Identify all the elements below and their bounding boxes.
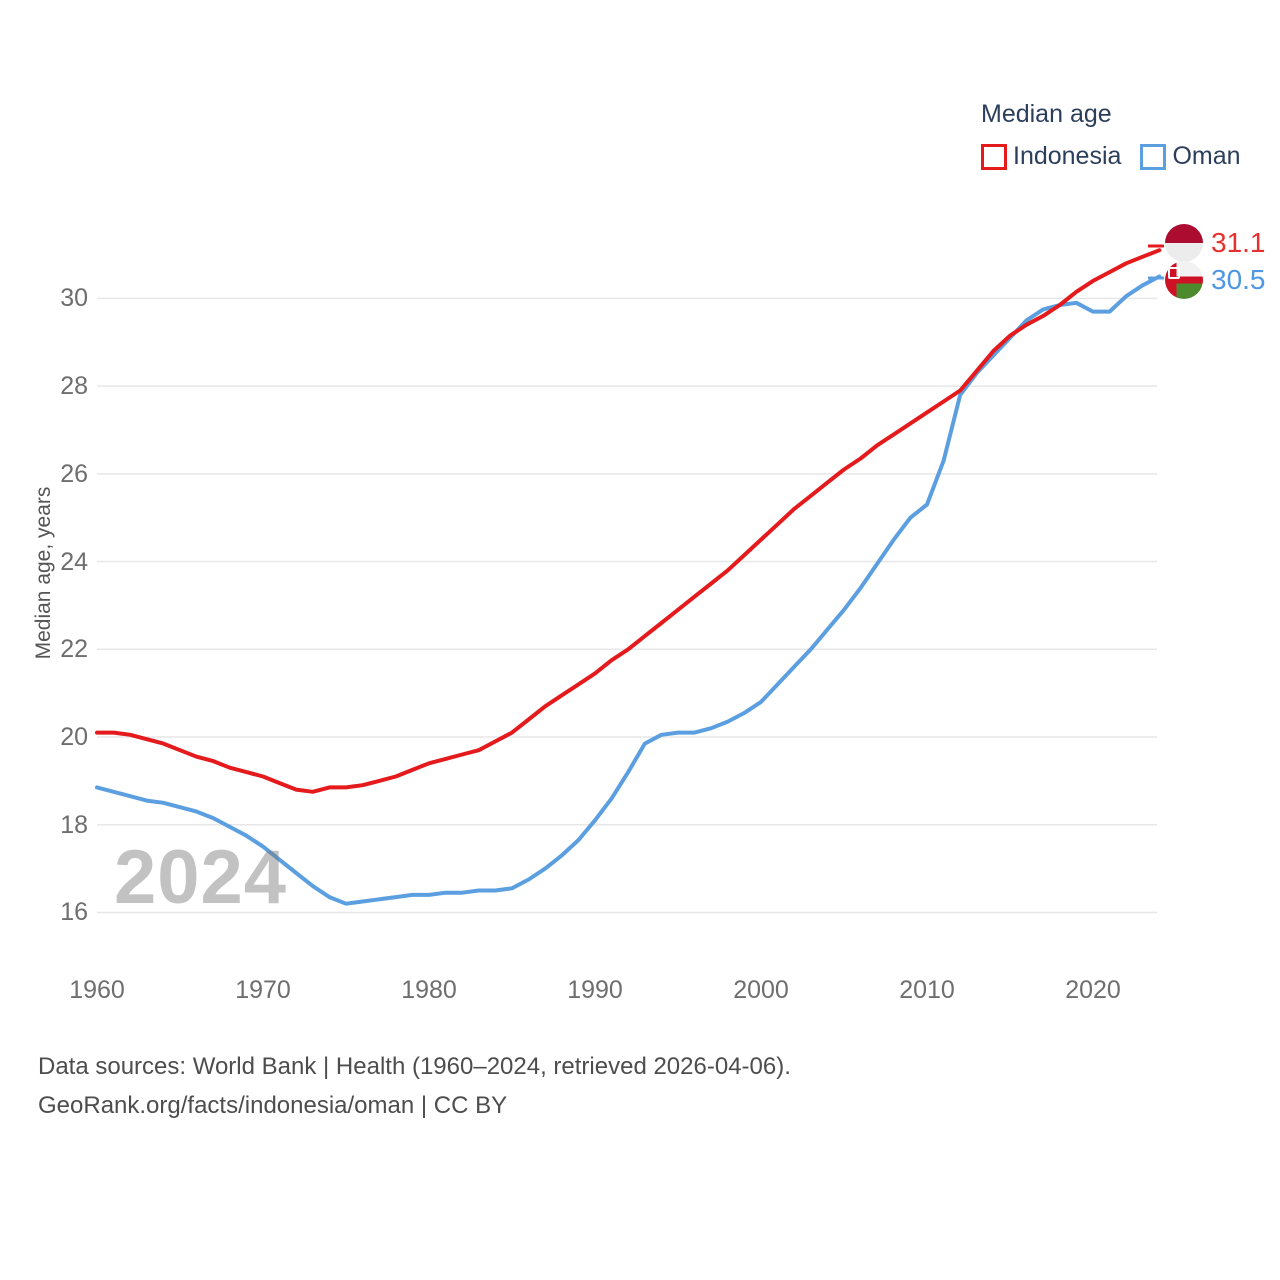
y-tick-26: 26 (60, 459, 88, 488)
indonesia-flag-icon (1165, 224, 1203, 262)
legend-item-indonesia[interactable]: Indonesia (981, 142, 1121, 171)
oman-flag-icon (1165, 261, 1203, 299)
y-tick-24: 24 (60, 547, 88, 576)
y-tick-30: 30 (60, 284, 88, 313)
gridlines (97, 297, 1157, 914)
oman-swatch-icon (1140, 143, 1167, 170)
indonesia-swatch-icon (981, 143, 1007, 170)
x-tick-1970: 1970 (235, 976, 291, 1004)
y-tick-18: 18 (60, 810, 88, 839)
legend-title: Median age (981, 100, 1112, 128)
x-tick-1960: 1960 (69, 976, 125, 1004)
watermark-year: 2024 (114, 835, 288, 920)
y-tick-28: 28 (60, 372, 88, 401)
footer-data-sources: Data sources: World Bank | Health (1960–… (38, 1053, 791, 1080)
legend: Median age Indonesia Oman (981, 100, 1241, 171)
oman-end-value: 30.5 (1211, 264, 1266, 295)
indonesia-line[interactable] (95, 248, 1162, 794)
x-tick-1990: 1990 (567, 976, 623, 1004)
y-tick-20: 20 (60, 723, 88, 751)
x-tick-1980: 1980 (401, 976, 457, 1004)
x-tick-2000: 2000 (733, 976, 789, 1004)
indonesia-end-value: 31.1 (1211, 227, 1266, 258)
oman-end-label: 30.5 (1165, 261, 1266, 299)
oman-emblem-icon (1168, 267, 1180, 279)
footer: Data sources: World Bank | Health (1960–… (38, 1047, 791, 1125)
legend-items: Indonesia Oman (981, 142, 1241, 171)
chart-plot (95, 244, 1164, 914)
indonesia-end-label: 31.1 (1165, 224, 1266, 262)
x-tick-2020: 2020 (1065, 976, 1121, 1004)
y-tick-22: 22 (60, 635, 88, 664)
legend-label-oman: Oman (1172, 142, 1241, 170)
footer-attribution: GeoRank.org/facts/indonesia/oman | CC BY (38, 1092, 508, 1119)
x-tick-2010: 2010 (899, 976, 955, 1004)
y-axis-title: Median age, years (32, 486, 55, 660)
legend-label-indonesia: Indonesia (1013, 142, 1122, 170)
y-tick-16: 16 (60, 898, 88, 927)
legend-item-oman[interactable]: Oman (1140, 142, 1241, 171)
oman-line[interactable] (95, 274, 1162, 906)
